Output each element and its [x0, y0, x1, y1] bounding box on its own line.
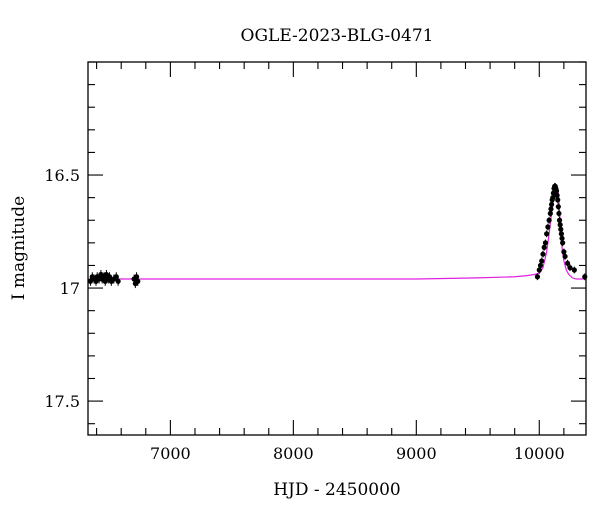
model-curve [88, 185, 586, 280]
data-marker [561, 249, 567, 255]
data-marker [539, 258, 545, 264]
plot-area [87, 182, 588, 289]
chart-title: OGLE-2023-BLG-0471 [241, 26, 434, 46]
data-marker [113, 274, 119, 280]
x-tick-label: 10000 [514, 444, 565, 463]
data-point [571, 266, 577, 274]
data-marker [560, 240, 566, 246]
data-point [534, 273, 541, 281]
y-tick-label: 17.5 [44, 392, 80, 411]
data-point [564, 259, 571, 267]
data-marker [556, 210, 562, 217]
data-marker [547, 210, 553, 217]
data-point [135, 276, 141, 286]
x-axis-label: HJD - 2450000 [273, 480, 401, 500]
data-marker [553, 188, 560, 194]
data-marker [536, 267, 542, 273]
data-marker [544, 231, 550, 237]
data-point [555, 203, 561, 211]
axis-tick-labels: 7000 8000 9000 10000 16.5 17 17.5 [44, 166, 564, 463]
data-marker [548, 206, 554, 212]
data-marker [559, 235, 565, 241]
data-point [556, 210, 562, 217]
data-marker [135, 278, 141, 284]
data-marker [557, 222, 563, 228]
data-marker [556, 217, 563, 223]
data-marker [558, 226, 564, 232]
data-point [544, 230, 550, 238]
data-point [546, 216, 552, 224]
plot-frame [87, 61, 587, 436]
data-point [539, 257, 545, 265]
data-marker [571, 267, 577, 273]
data-point [115, 276, 121, 286]
data-marker [562, 253, 568, 260]
data-marker [541, 244, 547, 250]
data-marker [564, 260, 571, 266]
x-tick-label: 9000 [396, 444, 437, 463]
data-point [567, 264, 573, 272]
data-marker [540, 251, 546, 257]
data-marker [558, 231, 565, 237]
data-marker [554, 192, 560, 198]
x-tick-label: 7000 [150, 444, 191, 463]
data-point [542, 239, 549, 247]
data-point [560, 239, 566, 247]
data-marker [534, 274, 541, 280]
data-marker [542, 240, 549, 246]
data-marker [133, 274, 140, 280]
data-marker [537, 262, 544, 269]
axis-ticks [88, 61, 586, 435]
data-marker [548, 201, 555, 208]
data-marker [545, 224, 551, 230]
y-axis-label: I magnitude [9, 196, 29, 300]
data-marker [106, 274, 113, 280]
data-point [555, 196, 561, 204]
data-marker [546, 217, 552, 223]
x-tick-label: 8000 [273, 444, 314, 463]
data-marker [550, 195, 556, 201]
y-tick-label: 16.5 [44, 166, 80, 185]
data-marker [567, 265, 573, 271]
data-marker [115, 278, 121, 284]
data-marker [555, 204, 561, 210]
y-tick-label: 17 [60, 279, 80, 298]
data-point [545, 223, 551, 231]
data-point [562, 253, 568, 260]
data-point [540, 250, 546, 258]
data-marker [555, 197, 561, 203]
